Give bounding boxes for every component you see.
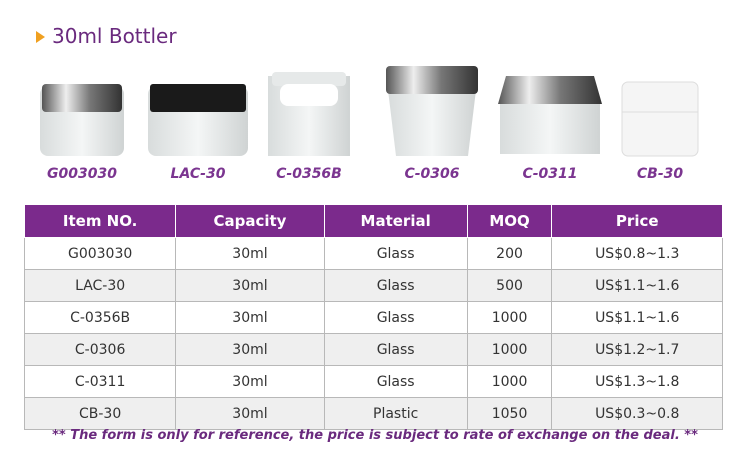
column-header: MOQ — [466, 204, 553, 238]
table-cell: CB-30 — [23, 397, 177, 430]
column-header: Capacity — [175, 204, 325, 238]
table-row: CB-30 30ml Plastic 1050 US$0.3~0.8 — [23, 397, 723, 430]
table-cell: Glass — [323, 333, 468, 366]
table-cell: Glass — [323, 365, 468, 398]
product-label: G003030 — [47, 166, 117, 182]
table-cell: US$1.3~1.8 — [551, 365, 723, 398]
table-cell: 1000 — [466, 365, 553, 398]
table-row: C-0356B 30ml Glass 1000 US$1.1~1.6 — [23, 301, 723, 334]
table-cell: 30ml — [175, 365, 325, 398]
footnote: ** The form is only for reference, the p… — [52, 428, 698, 443]
title: 30ml Bottler — [52, 24, 177, 48]
column-header: Item NO. — [23, 204, 177, 238]
bullet — [36, 31, 45, 43]
product-label: C-0306 — [404, 166, 460, 182]
table-cell: US$1.1~1.6 — [551, 301, 723, 334]
table-cell: C-0306 — [23, 333, 177, 366]
table-cell: US$1.1~1.6 — [551, 269, 723, 302]
table-cell: 1050 — [466, 397, 553, 430]
table-cell: 30ml — [175, 397, 325, 430]
table-row: C-0306 30ml Glass 1000 US$1.2~1.7 — [23, 333, 723, 366]
table-cell: Plastic — [323, 397, 468, 430]
table-cell: 1000 — [466, 333, 553, 366]
table-row: C-0311 30ml Glass 1000 US$1.3~1.8 — [23, 365, 723, 398]
table-cell: G003030 — [23, 237, 177, 270]
table-cell: 30ml — [175, 333, 325, 366]
table-row: LAC-30 30ml Glass 500 US$1.1~1.6 — [23, 269, 723, 302]
table-cell: 1000 — [466, 301, 553, 334]
table-cell: Glass — [323, 269, 468, 302]
table-cell: C-0311 — [23, 365, 177, 398]
table-cell: LAC-30 — [23, 269, 177, 302]
product-images — [40, 66, 699, 157]
column-header: Price — [551, 204, 723, 238]
table-row: G003030 30ml Glass 200 US$0.8~1.3 — [23, 237, 723, 270]
column-header: Material — [323, 204, 468, 238]
table-cell: 500 — [466, 269, 553, 302]
table-cell: 30ml — [175, 237, 325, 270]
price-table: Item NO. Capacity Material MOQ Price G003030 3… — [23, 204, 723, 430]
table-cell: 200 — [466, 237, 553, 270]
product-label: CB-30 — [636, 166, 684, 182]
table-cell: Glass — [323, 237, 468, 270]
table-cell: US$0.8~1.3 — [551, 237, 723, 270]
product-label: C-0311 — [522, 166, 578, 182]
table-cell: C-0356B — [23, 301, 177, 334]
table-cell: 30ml — [175, 301, 325, 334]
table-cell: US$0.3~0.8 — [551, 397, 723, 430]
table-cell: Glass — [323, 301, 468, 334]
product-label: C-0356B — [276, 166, 342, 182]
product-label: LAC-30 — [170, 166, 226, 182]
table-cell: 30ml — [175, 269, 325, 302]
table-cell: US$1.2~1.7 — [551, 333, 723, 366]
